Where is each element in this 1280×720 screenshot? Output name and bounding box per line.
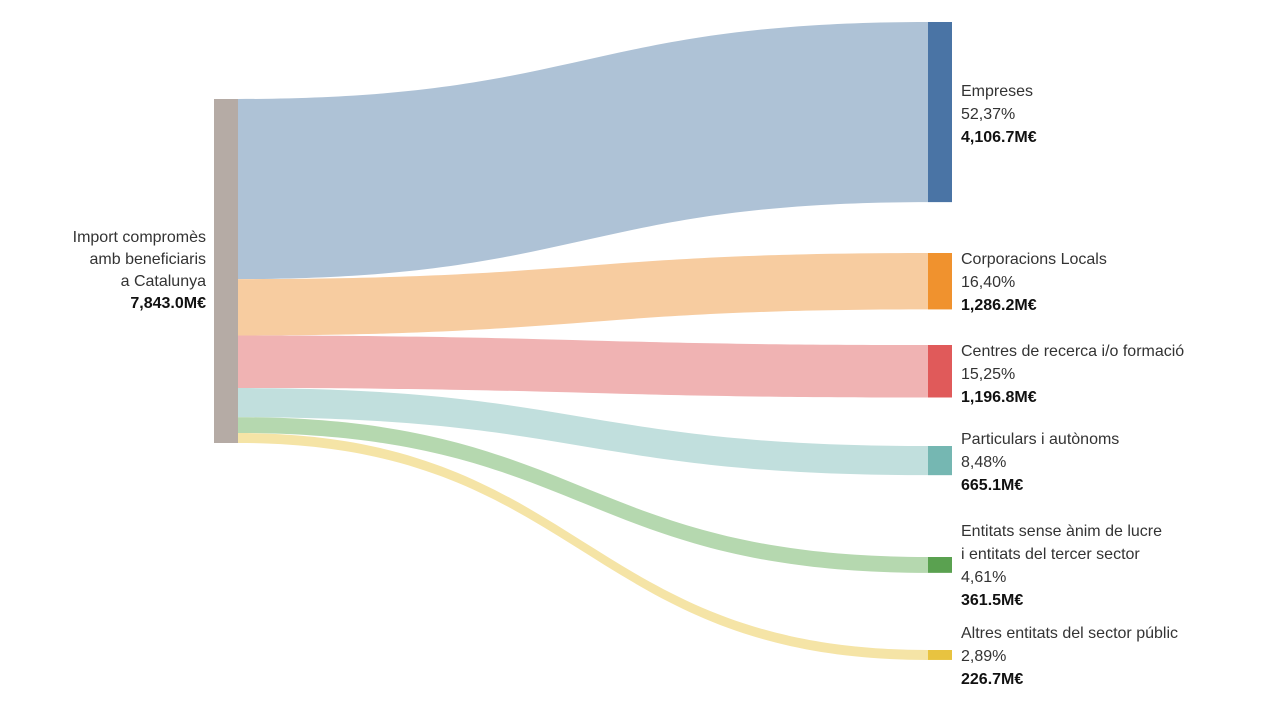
sankey-link	[238, 417, 928, 573]
source-label-line: Import compromès	[72, 229, 206, 246]
target-value: 361.5M€	[961, 592, 1024, 609]
target-node	[928, 650, 952, 660]
source-label-line: a Catalunya	[120, 273, 206, 290]
target-percent: 2,89%	[961, 648, 1007, 665]
target-value: 1,196.8M€	[961, 389, 1037, 406]
target-label: Entitats sense ànim de lucre i entitats d…	[961, 520, 1162, 612]
target-percent: 52,37%	[961, 106, 1016, 123]
target-value: 665.1M€	[961, 477, 1024, 494]
target-percent: 15,25%	[961, 366, 1016, 383]
target-name: Altres entitats del sector públic	[961, 625, 1178, 642]
target-node	[928, 557, 952, 573]
target-percent: 8,48%	[961, 454, 1007, 471]
source-label-line: amb beneficiaris	[89, 251, 207, 268]
target-label: Centres de recerca i/o formació 15,25% 1,1…	[961, 340, 1184, 409]
target-node	[928, 22, 952, 203]
target-value: 1,286.2M€	[961, 297, 1037, 314]
target-name: Entitats sense ànim de lucre	[961, 523, 1162, 540]
target-value: 4,106.7M€	[961, 129, 1037, 146]
sankey-link	[238, 433, 928, 660]
target-name: Corporacions Locals	[961, 251, 1107, 268]
target-node	[928, 446, 952, 476]
sankey-link	[238, 335, 928, 398]
target-name: Empreses	[961, 83, 1034, 100]
sankey-link	[238, 22, 928, 280]
target-label: Corporacions Locals 16,40% 1,286.2M€	[961, 248, 1107, 317]
sankey-link	[238, 253, 928, 336]
target-percent: 16,40%	[961, 274, 1016, 291]
target-name: Particulars i autònoms	[961, 431, 1120, 448]
target-node	[928, 345, 952, 398]
target-label: Empreses 52,37% 4,106.7M€	[961, 80, 1037, 149]
source-node	[214, 99, 238, 443]
target-node	[928, 253, 952, 310]
sankey-link	[238, 388, 928, 476]
target-percent: 4,61%	[961, 569, 1007, 586]
target-name: Centres de recerca i/o formació	[961, 343, 1185, 360]
target-label: Altres entitats del sector públic 2,89% 22…	[961, 622, 1178, 691]
source-value: 7,843.0M€	[130, 295, 206, 312]
source-label: Import compromès amb beneficiaris a Cata…	[73, 227, 206, 315]
target-name: i entitats del tercer sector	[961, 546, 1140, 563]
target-label: Particulars i autònoms 8,48% 665.1M€	[961, 428, 1119, 497]
target-value: 226.7M€	[961, 671, 1024, 688]
